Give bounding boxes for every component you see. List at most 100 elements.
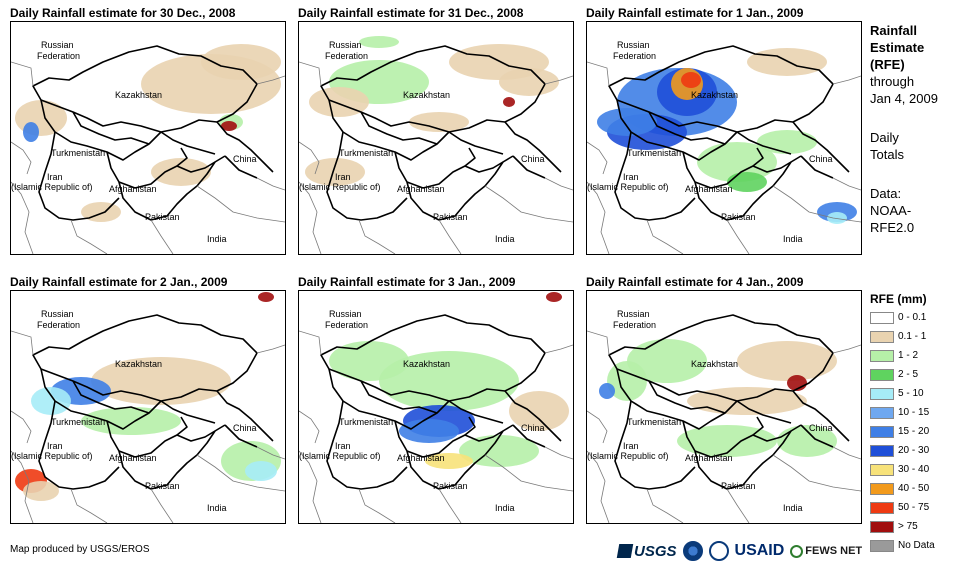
- country-label-china: China: [233, 154, 257, 164]
- legend-label: 2 - 5: [898, 369, 919, 380]
- rain-area: [359, 36, 399, 48]
- map-svg: Russian Federation Kazakhstan Turkmenist…: [587, 309, 861, 523]
- dos-seal-icon: [708, 541, 729, 561]
- legend-label: 30 - 40: [898, 464, 930, 475]
- rain-area: [379, 351, 519, 411]
- side-title-2: Estimate: [870, 40, 925, 55]
- country-label-india: India: [207, 234, 227, 244]
- country-label-pakistan: Pakistan: [145, 212, 180, 222]
- country-label-russia-1: Russian: [329, 309, 362, 319]
- rain-area: [305, 158, 365, 186]
- legend-label: 0.1 - 1: [898, 331, 927, 342]
- rain-area: [827, 212, 847, 224]
- legend-swatch: [870, 483, 894, 495]
- country-label-russia-2: Federation: [325, 51, 368, 61]
- panel-title: Daily Rainfall estimate for 31 Dec., 200…: [298, 6, 524, 20]
- country-label-china: China: [809, 154, 833, 164]
- legend-title: RFE (mm): [870, 292, 927, 306]
- country-label-russia-2: Federation: [613, 320, 656, 330]
- rain-area: [546, 292, 562, 302]
- rain-area: [425, 453, 473, 469]
- legend-swatch: [870, 369, 894, 381]
- rain-area: [81, 407, 181, 435]
- country-label-kazakhstan: Kazakhstan: [115, 359, 162, 369]
- panel-title: Daily Rainfall estimate for 30 Dec., 200…: [10, 6, 236, 20]
- map-credit: Map produced by USGS/EROS: [10, 544, 150, 555]
- rain-area: [15, 100, 67, 136]
- legend-label: 5 - 10: [898, 388, 924, 399]
- country-label-india: India: [495, 503, 515, 513]
- country-label-russia-2: Federation: [613, 51, 656, 61]
- map-svg: Russian Federation Kazakhstan Turkmenist…: [299, 36, 573, 254]
- country-label-india: India: [495, 234, 515, 244]
- logo-strip: USGS USAID FEWS NET: [616, 538, 863, 564]
- country-label-russia-1: Russian: [617, 40, 650, 50]
- map-panel: Daily Rainfall estimate for 31 Dec., 200…: [298, 6, 574, 255]
- country-label-turkmenistan: Turkmenistan: [627, 148, 681, 158]
- map-svg: Russian Federation Kazakhstan Turkmenist…: [11, 292, 285, 523]
- country-label-turkmenistan: Turkmenistan: [51, 417, 105, 427]
- country-label-china: China: [233, 423, 257, 433]
- country-label-russia-1: Russian: [41, 40, 74, 50]
- map-panel: Daily Rainfall estimate for 1 Jan., 2009: [586, 6, 862, 255]
- rain-area: [747, 48, 827, 76]
- country-label-turkmenistan: Turkmenistan: [627, 417, 681, 427]
- map-svg: Russian Federation Kazakhstan Turkmenist…: [299, 292, 573, 523]
- usgs-logo-text: USGS: [634, 542, 677, 560]
- country-label-iran-1: Iran: [47, 441, 63, 451]
- country-label-iran-2: (Islamic Republic of): [587, 182, 669, 192]
- country-label-afghanistan: Afghanistan: [109, 184, 157, 194]
- country-label-turkmenistan: Turkmenistan: [339, 417, 393, 427]
- country-label-iran-1: Iran: [623, 441, 639, 451]
- country-label-pakistan: Pakistan: [721, 481, 756, 491]
- usaid-logo: USAID: [734, 542, 785, 559]
- rain-area: [201, 44, 281, 80]
- rain-area: [91, 357, 231, 405]
- side-title-3: (RFE): [870, 57, 905, 72]
- country-label-turkmenistan: Turkmenistan: [51, 148, 105, 158]
- side-daily-2: Totals: [870, 147, 904, 162]
- legend-swatch: [870, 407, 894, 419]
- legend-swatch: [870, 502, 894, 514]
- country-label-china: China: [521, 423, 545, 433]
- country-label-turkmenistan: Turkmenistan: [339, 148, 393, 158]
- country-label-russia-2: Federation: [325, 320, 368, 330]
- rain-area: [509, 391, 569, 431]
- panel-title: Daily Rainfall estimate for 1 Jan., 2009: [586, 6, 804, 20]
- country-label-china: China: [809, 423, 833, 433]
- country-label-china: China: [521, 154, 545, 164]
- side-info: Rainfall Estimate (RFE) through Jan 4, 2…: [870, 22, 962, 236]
- rain-area: [597, 108, 657, 136]
- country-label-iran-2: (Islamic Republic of): [11, 451, 93, 461]
- country-label-afghanistan: Afghanistan: [685, 453, 733, 463]
- rainfall-map: Russian Federation Kazakhstan Turkmenist…: [298, 21, 574, 255]
- country-label-iran-1: Iran: [335, 441, 351, 451]
- rain-area: [627, 339, 707, 383]
- rain-area: [499, 68, 559, 96]
- side-date: Jan 4, 2009: [870, 91, 938, 106]
- rain-area: [681, 72, 701, 88]
- map-svg: Russian Federation Kazakhstan Turkmenist…: [587, 40, 861, 254]
- country-label-kazakhstan: Kazakhstan: [403, 90, 450, 100]
- rain-area: [687, 387, 807, 415]
- legend-label: 50 - 75: [898, 502, 930, 513]
- side-data-2: NOAA-: [870, 203, 912, 218]
- rain-area: [31, 387, 71, 415]
- country-label-pakistan: Pakistan: [721, 212, 756, 222]
- country-label-pakistan: Pakistan: [433, 212, 468, 222]
- country-label-russia-1: Russian: [41, 309, 74, 319]
- side-title-1: Rainfall: [870, 23, 917, 38]
- fews-logo-text: FEWS NET: [805, 545, 863, 557]
- rainfall-map: Russian Federation Kazakhstan Turkmenist…: [298, 290, 574, 524]
- country-label-afghanistan: Afghanistan: [685, 184, 733, 194]
- side-data-3: RFE2.0: [870, 220, 915, 235]
- side-daily-1: Daily: [870, 130, 899, 145]
- country-label-russia-1: Russian: [329, 40, 362, 50]
- side-through: through: [870, 74, 915, 89]
- legend-swatch: [870, 331, 894, 343]
- legend-label: > 75: [898, 521, 918, 532]
- map-svg: Russian Federation Kazakhstan Turkmenist…: [11, 40, 285, 254]
- legend-label: 15 - 20: [898, 426, 930, 437]
- legend-swatch: [870, 350, 894, 362]
- rain-area: [503, 97, 515, 107]
